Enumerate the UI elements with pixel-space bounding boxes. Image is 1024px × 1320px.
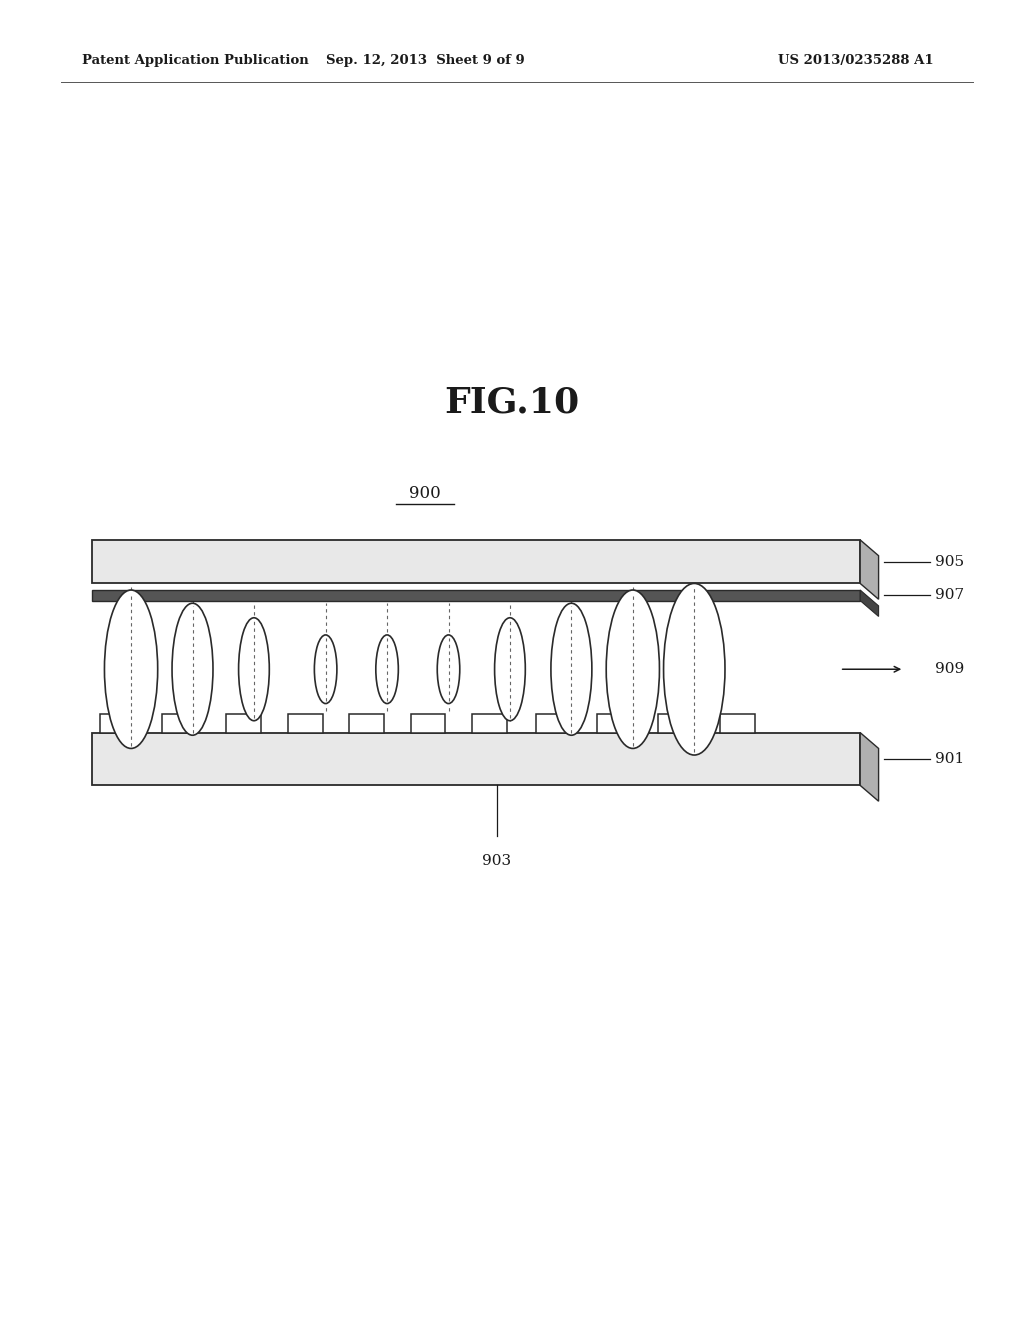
Polygon shape	[860, 540, 879, 599]
Bar	[349, 714, 384, 733]
Ellipse shape	[104, 590, 158, 748]
Text: 903: 903	[482, 854, 511, 869]
Bar	[92, 590, 860, 601]
Bar	[720, 714, 755, 733]
Ellipse shape	[376, 635, 398, 704]
Bar	[100, 714, 135, 733]
Polygon shape	[860, 733, 879, 801]
Polygon shape	[860, 590, 879, 616]
Ellipse shape	[172, 603, 213, 735]
Bar	[92, 733, 860, 785]
Ellipse shape	[314, 635, 337, 704]
Ellipse shape	[239, 618, 269, 721]
Text: 901: 901	[935, 752, 965, 766]
Ellipse shape	[606, 590, 659, 748]
Text: 900: 900	[409, 484, 441, 502]
Text: 909: 909	[935, 663, 965, 676]
Bar	[411, 714, 445, 733]
Text: US 2013/0235288 A1: US 2013/0235288 A1	[778, 54, 934, 67]
Ellipse shape	[551, 603, 592, 735]
Text: Sep. 12, 2013  Sheet 9 of 9: Sep. 12, 2013 Sheet 9 of 9	[326, 54, 524, 67]
Bar	[226, 714, 261, 733]
Ellipse shape	[437, 635, 460, 704]
Ellipse shape	[664, 583, 725, 755]
Bar	[288, 714, 323, 733]
Bar	[536, 714, 570, 733]
Text: 905: 905	[935, 554, 964, 569]
Text: 907: 907	[935, 589, 964, 602]
Text: Patent Application Publication: Patent Application Publication	[82, 54, 308, 67]
Bar	[162, 714, 197, 733]
Bar	[658, 714, 693, 733]
Bar	[92, 540, 860, 583]
Bar	[597, 714, 632, 733]
Text: FIG.10: FIG.10	[444, 385, 580, 420]
Bar	[472, 714, 507, 733]
Ellipse shape	[495, 618, 525, 721]
